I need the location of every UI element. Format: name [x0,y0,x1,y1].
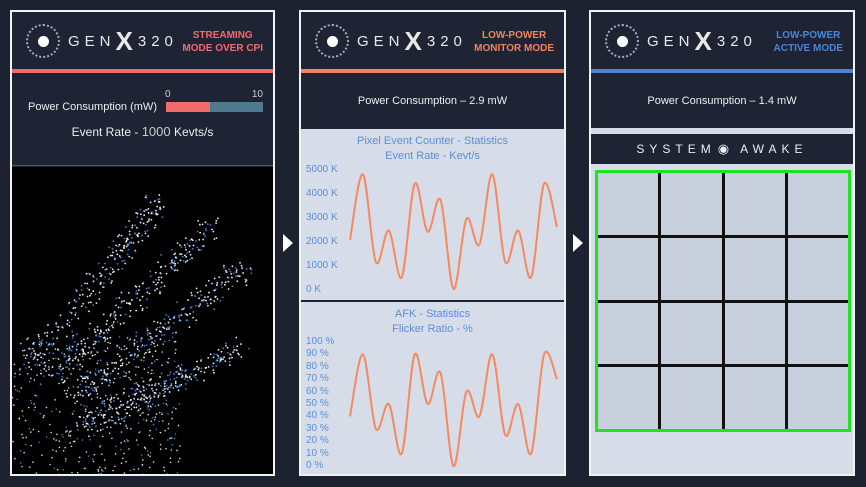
y-tick-label: 3000 K [306,212,338,223]
eye-icon: ◉ [717,141,735,156]
system-status: SYSTEM ◉ AWAKE [636,141,808,156]
monitor-panel: GEN X 320 LOW-POWER MONITOR MODE Power Cons… [299,10,566,476]
grid-cell [787,302,848,365]
divider [301,300,564,302]
streaming-panel: GEN X 320 STREAMING MODE OVER CPI 0 10 Power… [10,10,275,476]
y-tick-label: 1000 K [306,260,338,271]
y-tick-label: 20 % [306,435,329,447]
mode-line [12,69,273,73]
power-text: Power Consumption – 2.9 mW [357,95,508,107]
grid-cell [598,237,659,300]
grid-cell [724,237,785,300]
header: GEN X 320 STREAMING MODE OVER CPI [12,12,273,70]
grid-cell [724,173,785,235]
header: GEN X 320 LOW-POWER MONITOR MODE [301,12,564,70]
sensor-icon [26,24,60,58]
power-bar [166,102,263,112]
logo-text: GEN [68,32,116,50]
genx320-logo: GEN X 320 [26,24,178,58]
y-tick-label: 100 % [306,336,335,347]
scale-labels: 0 10 [165,89,263,100]
power-label: Power Consumption (mW) [28,101,157,113]
grid-cell [724,367,785,429]
mode-line [301,69,564,73]
event-rate: Event Rate - 1000 Kevts/s [71,124,214,139]
chart2-plot [349,350,558,468]
y-tick-label: 40 % [306,410,329,422]
mode-line [591,69,853,73]
genx320-logo: GEN X 320 [605,24,757,58]
grid-cell [598,173,659,235]
series-line [349,173,558,291]
logo-number: 320 [137,32,178,50]
grid-cell [787,237,848,300]
header: GEN X 320 LOW-POWER ACTIVE MODE [591,12,853,70]
arrow-icon [573,234,583,252]
y-tick-label: 4000 K [306,188,338,199]
event-camera-view [12,167,273,474]
grid-cell [661,302,722,365]
y-tick-label: 70 % [306,373,329,385]
roi-grid [595,170,851,432]
grid-cell [598,367,659,429]
series-line [349,350,558,468]
genx320-logo: GEN X 320 [315,24,467,58]
chart1-title: Pixel Event Counter - Statistics Event Ra… [356,135,508,162]
chart1-plot [349,173,558,291]
grid-cell [661,173,722,235]
grid-cell [661,237,722,300]
y-tick-label: 50 % [306,398,329,409]
arrow-icon [283,234,293,252]
active-panel: GEN X 320 LOW-POWER ACTIVE MODE Power Consu… [589,10,855,476]
logo-x: X [115,25,135,56]
y-tick-label: 80 % [306,360,329,372]
mode-label: STREAMING MODE OVER CPI [182,30,263,54]
chart2-title: AFK - Statistics Flicker Ratio - % [392,308,473,335]
sensor-icon [315,24,349,58]
y-tick-label: 0 K [306,284,322,295]
mode-label: LOW-POWER MONITOR MODE [474,30,554,54]
grid-cell [724,302,785,365]
y-tick-label: 90 % [306,348,329,360]
divider [12,165,273,166]
grid-cell [787,173,848,235]
y-tick-label: 10 % [306,447,329,459]
mode-label: LOW-POWER ACTIVE MODE [773,30,843,54]
y-tick-label: 60 % [306,385,329,397]
sensor-icon [605,24,639,58]
grid-cell [787,367,848,429]
y-tick-label: 2000 K [306,236,338,247]
grid-cell [661,367,722,429]
y-tick-label: 5000 K [306,164,338,175]
power-text: Power Consumption – 1.4 mW [647,95,797,107]
y-tick-label: 30 % [306,422,329,434]
grid-cell [598,302,659,365]
y-tick-label: 0 % [306,460,324,471]
statistics-area: Pixel Event Counter - Statistics Event Ra… [301,129,564,474]
hand-event-image [12,194,253,474]
